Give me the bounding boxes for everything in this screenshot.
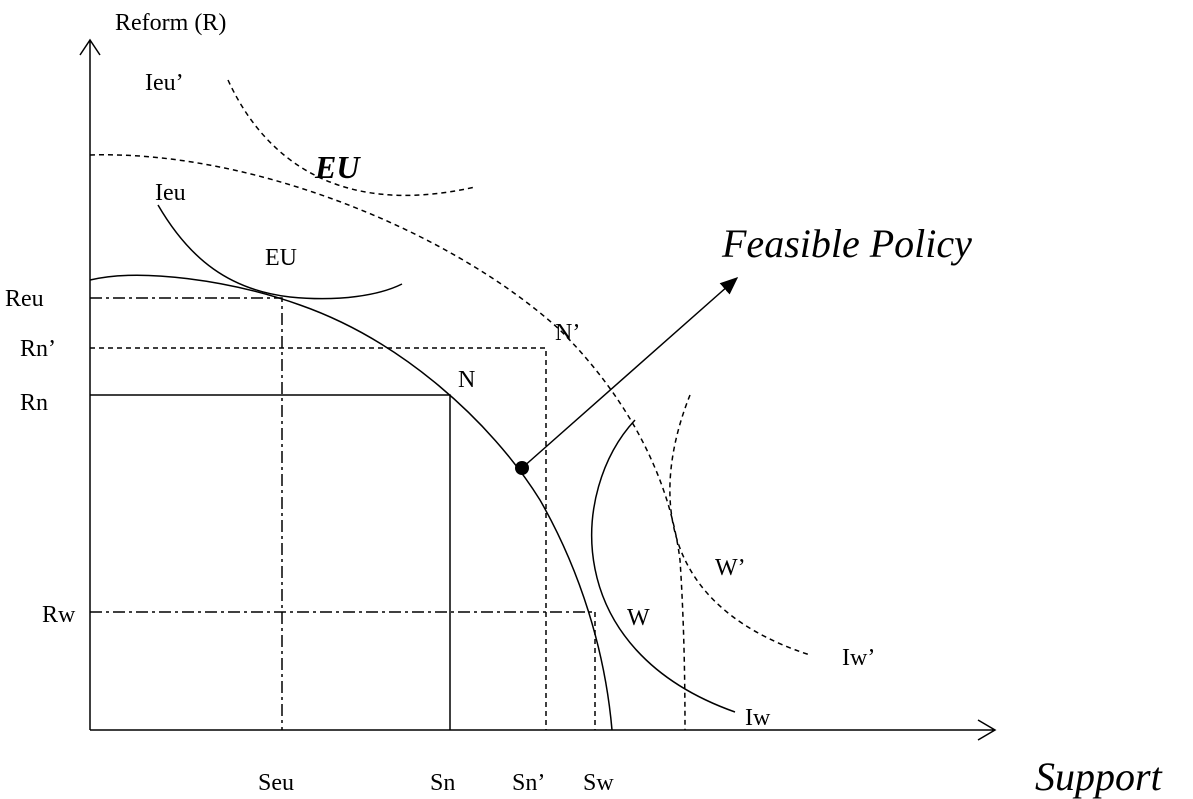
arrow-label: Feasible Policy bbox=[721, 221, 972, 266]
x-level: Sn bbox=[430, 770, 455, 796]
axes bbox=[79, 38, 997, 741]
curve-label: EU bbox=[265, 245, 297, 271]
curves bbox=[89, 79, 811, 731]
y-level: Rn bbox=[20, 390, 48, 416]
curve-label: Ieu’ bbox=[145, 70, 184, 96]
curve-label: W’ bbox=[715, 555, 746, 581]
curve-label: Iw’ bbox=[842, 645, 875, 671]
x-axis-label: Support bbox=[1035, 754, 1163, 799]
curve-label: N bbox=[458, 367, 475, 393]
curve-label: Iw bbox=[745, 705, 771, 731]
y-level: Rn’ bbox=[20, 336, 56, 362]
x-level: Sw bbox=[583, 770, 614, 796]
y-level: Rw bbox=[42, 602, 76, 628]
curve-label: W bbox=[627, 605, 650, 631]
x-level: Sn’ bbox=[512, 770, 545, 796]
curve-label: Ieu bbox=[155, 180, 186, 206]
curve-label: EU bbox=[314, 149, 361, 185]
y-axis-label: Reform (R) bbox=[115, 10, 226, 36]
x-level: Seu bbox=[258, 770, 294, 796]
y-level: Reu bbox=[5, 286, 44, 312]
curve-label: N’ bbox=[555, 320, 580, 346]
